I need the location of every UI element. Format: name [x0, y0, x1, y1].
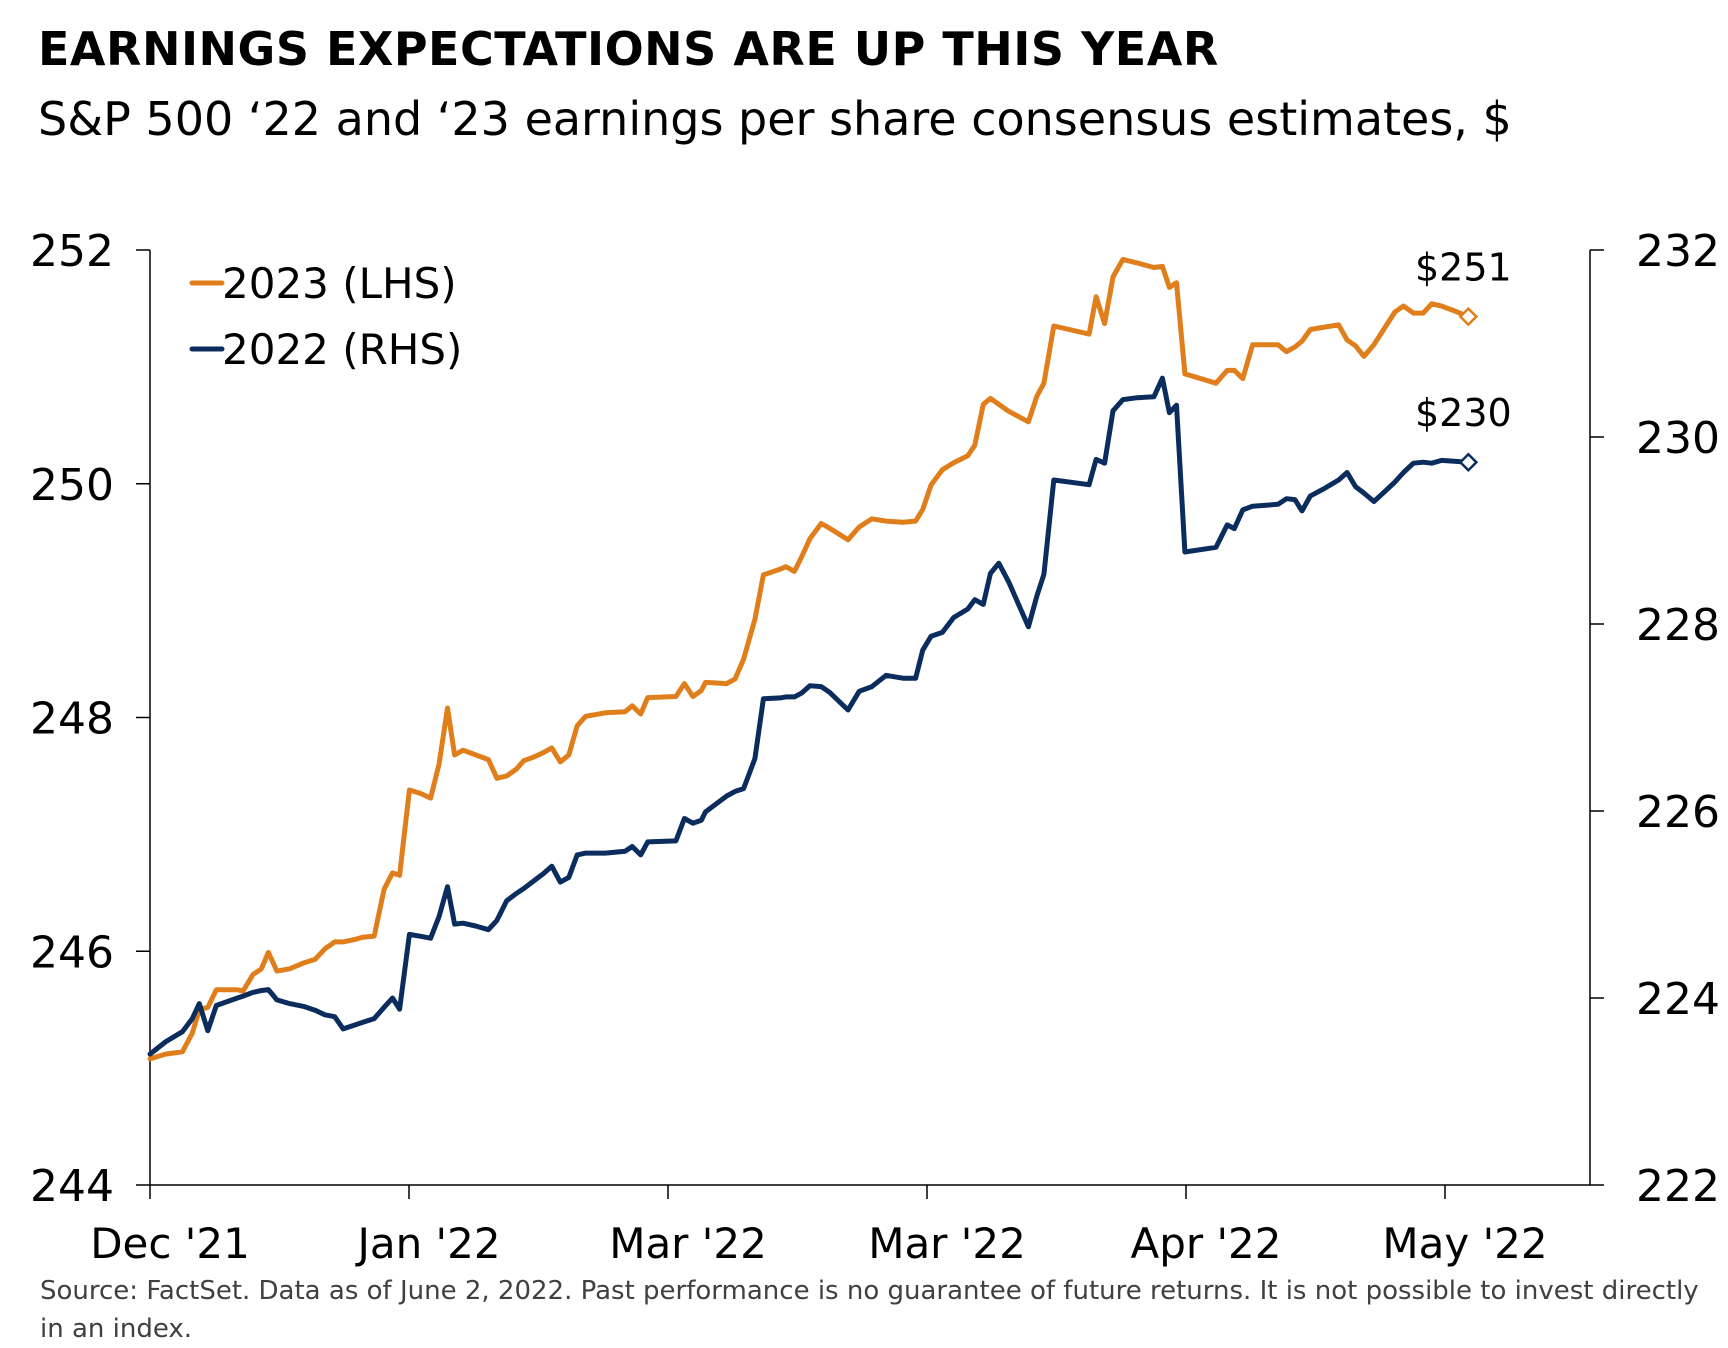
series-layer: $251 $230	[147, 246, 1512, 1062]
x-tick-label: May '22	[1382, 1219, 1547, 1268]
chart-axes: 244 246 248 250 252 222 224 226 228 230 232 Dec '21…	[30, 226, 1720, 1268]
x-tick-label: Dec '21	[90, 1219, 250, 1268]
right-y-tick-label: 228	[1636, 600, 1720, 651]
series-end-label-2022: $230	[1415, 391, 1512, 435]
series-end-label-2023: $251	[1415, 246, 1512, 290]
chart-subtitle: S&P 500 ‘22 and ‘23 earnings per share c…	[38, 92, 1512, 146]
x-tick-label: Mar '22	[868, 1219, 1026, 1268]
source-footnote: Source: FactSet. Data as of June 2, 2022…	[40, 1276, 1699, 1344]
right-y-tick-label: 230	[1636, 413, 1720, 464]
series-end-marker-2022	[1458, 452, 1479, 473]
left-y-tick-label: 246	[30, 927, 114, 978]
series-line-2022	[147, 375, 1471, 1057]
right-y-tick-label: 222	[1636, 1161, 1720, 1212]
left-y-tick-label: 248	[30, 694, 114, 745]
left-y-tick-label: 250	[30, 460, 114, 511]
legend-label-2022: 2022 (RHS)	[222, 325, 462, 374]
left-y-tick-label: 252	[30, 226, 114, 277]
chart-title: EARNINGS EXPECTATIONS ARE UP THIS YEAR	[38, 22, 1219, 76]
left-y-tick-label: 244	[30, 1161, 114, 1212]
x-tick-label: Jan '22	[354, 1219, 500, 1268]
series-end-marker-2023	[1458, 306, 1479, 327]
x-tick-label: Mar '22	[609, 1219, 767, 1268]
series-line-2023	[147, 256, 1471, 1062]
right-y-tick-label: 226	[1636, 787, 1720, 838]
right-y-tick-label: 232	[1636, 226, 1720, 277]
right-y-tick-label: 224	[1636, 974, 1720, 1025]
x-tick-label: Apr '22	[1131, 1219, 1282, 1268]
legend-label-2023: 2023 (LHS)	[222, 259, 457, 308]
chart-legend: 2023 (LHS) 2022 (RHS)	[189, 259, 462, 374]
